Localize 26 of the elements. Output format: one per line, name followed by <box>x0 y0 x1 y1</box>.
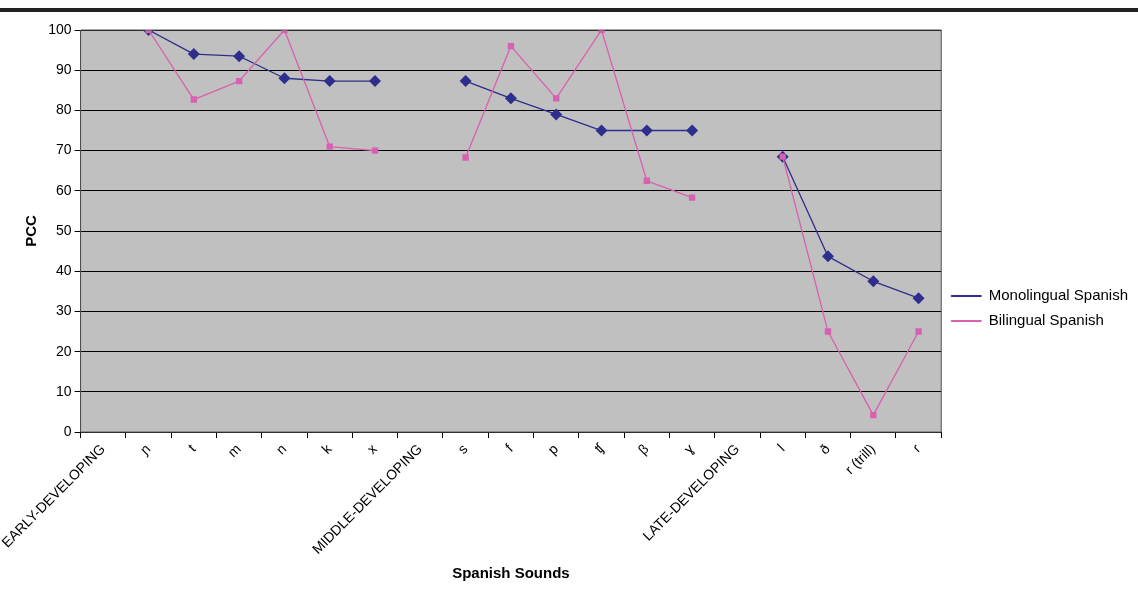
x-tick-label: ð <box>816 440 833 458</box>
y-axis-title: PCC <box>22 215 40 247</box>
x-tick-label: m <box>224 440 244 461</box>
x-tick-label: ɾ <box>908 440 924 456</box>
x-tick-label: t <box>184 440 199 455</box>
y-tick-label: 100 <box>48 20 72 37</box>
x-tick-label: f <box>501 440 516 455</box>
y-tick-label: 20 <box>56 342 72 359</box>
y-tick-label: 60 <box>56 181 72 198</box>
legend-label: Bilingual Spanish <box>988 311 1104 329</box>
x-tick-label: n <box>272 440 290 458</box>
y-tick-label: 90 <box>56 61 72 78</box>
y-tick-label: 30 <box>56 302 72 319</box>
y-tick-label: 50 <box>56 221 72 238</box>
x-tick-label: ʧ <box>590 439 608 457</box>
x-axis-title: Spanish Sounds <box>452 564 570 582</box>
y-tick-label: 10 <box>56 382 72 399</box>
y-tick-label: 40 <box>56 262 72 279</box>
y-tick-label: 70 <box>56 141 72 158</box>
x-tick-label: ɲ <box>135 440 154 459</box>
x-tick-label: s <box>454 440 471 457</box>
x-tick-label: l <box>774 440 788 455</box>
y-tick-label: 0 <box>63 422 72 439</box>
x-tick-label: p <box>544 440 562 458</box>
y-tick-label: 80 <box>56 101 72 118</box>
legend-label: Monolingual Spanish <box>988 286 1128 304</box>
